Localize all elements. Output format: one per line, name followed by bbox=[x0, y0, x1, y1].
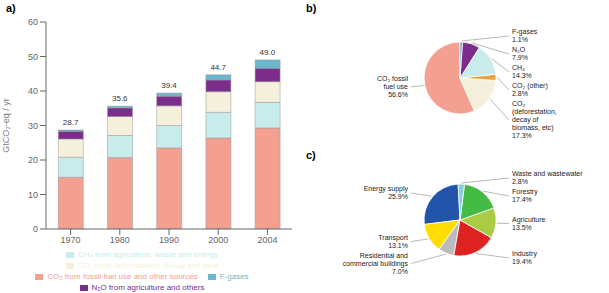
svg-text:35.6: 35.6 bbox=[112, 94, 128, 103]
svg-text:10: 10 bbox=[28, 190, 38, 200]
svg-text:Transport13.1%: Transport13.1% bbox=[378, 234, 408, 249]
svg-text:50: 50 bbox=[28, 52, 38, 62]
svg-text:44.7: 44.7 bbox=[210, 63, 226, 72]
html-text:b): b) bbox=[306, 2, 317, 14]
svg-text:1990: 1990 bbox=[159, 235, 179, 245]
svg-text:Residential andcommercial buil: Residential andcommercial buildings7.0% bbox=[343, 252, 409, 275]
html-text:CO₂ from deforestation, decay: CO₂ from deforestation, decay and peat bbox=[77, 261, 219, 270]
svg-text:CO₂ (other)2.8%: CO₂ (other)2.8% bbox=[512, 82, 548, 97]
html-text:F-gases: F-gases bbox=[219, 272, 249, 281]
svg-text:Forestry17.4%: Forestry17.4% bbox=[512, 188, 538, 203]
html-text:CO₂ from fossil fuel use and o: CO₂ from fossil fuel use and other sourc… bbox=[47, 272, 198, 281]
svg-text:2000: 2000 bbox=[208, 235, 228, 245]
svg-text:Agriculture13.5%: Agriculture13.5% bbox=[512, 216, 546, 231]
svg-text:30: 30 bbox=[28, 121, 38, 131]
svg-text:2004: 2004 bbox=[257, 235, 277, 245]
svg-text:Waste and wastewater2.8%: Waste and wastewater2.8% bbox=[512, 170, 583, 185]
svg-text:1970: 1970 bbox=[61, 235, 81, 245]
svg-text:20: 20 bbox=[28, 155, 38, 165]
svg-text:CO₂ fossilfuel use56.6%: CO₂ fossilfuel use56.6% bbox=[377, 75, 409, 98]
html-text:N₂O from agriculture and other: N₂O from agriculture and others bbox=[91, 283, 205, 292]
svg-text:1980: 1980 bbox=[110, 235, 130, 245]
svg-text:Energy supply25.9%: Energy supply25.9% bbox=[364, 185, 409, 200]
html-text:c): c) bbox=[306, 149, 316, 161]
html-text:CH₄ from agriculture, waste an: CH₄ from agriculture, waste and energy bbox=[77, 250, 219, 259]
svg-text:GtCO₂-eq / yr: GtCO₂-eq / yr bbox=[8, 98, 11, 153]
svg-text:Industry19.4%: Industry19.4% bbox=[512, 250, 537, 265]
svg-text:CO₂(deforestation,decay ofbiom: CO₂(deforestation,decay ofbiomass, etc)1… bbox=[512, 100, 557, 139]
svg-text:F-gases1.1%: F-gases1.1% bbox=[512, 28, 538, 43]
svg-text:39.4: 39.4 bbox=[161, 81, 177, 90]
svg-text:28.7: 28.7 bbox=[63, 118, 79, 127]
svg-text:60: 60 bbox=[28, 17, 38, 27]
svg-text:N₂O7.9%: N₂O7.9% bbox=[512, 46, 528, 61]
svg-text:49.0: 49.0 bbox=[260, 48, 276, 57]
html-text:a): a) bbox=[6, 2, 16, 14]
svg-text:CH₄14.3%: CH₄14.3% bbox=[512, 64, 532, 79]
svg-text:0: 0 bbox=[33, 224, 38, 234]
svg-text:40: 40 bbox=[28, 86, 38, 96]
